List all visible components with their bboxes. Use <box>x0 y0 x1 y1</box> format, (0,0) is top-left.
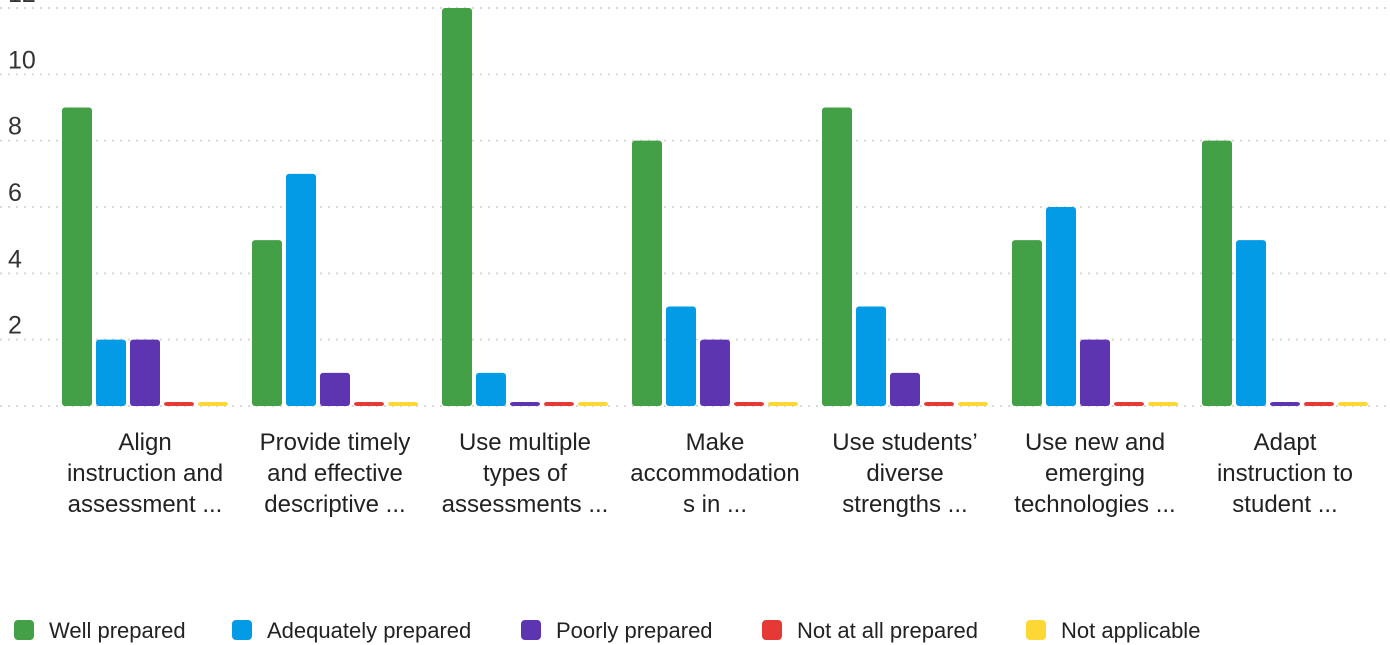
bar-well-prepared-3 <box>632 140 662 406</box>
bar-not-at-all-prepared-3 <box>734 402 764 406</box>
bar-poorly-prepared-5 <box>1080 339 1110 406</box>
bar-well-prepared-5 <box>1012 240 1042 406</box>
bar-poorly-prepared-4 <box>890 372 920 406</box>
bar-adequately-prepared-6 <box>1236 240 1266 406</box>
legend-label-not-applicable: Not applicable <box>1061 618 1200 643</box>
y-tick-label-2: 2 <box>8 312 22 340</box>
legend-item-not-at-all-prepared: Not at all prepared <box>762 618 978 643</box>
x-category-label-line: Use multiple <box>459 429 591 456</box>
bar-not-applicable-4 <box>958 402 988 406</box>
legend-swatch-adequately-prepared <box>232 620 252 640</box>
x-category-label-line: assessments ... <box>442 491 609 518</box>
y-tick-label-4: 4 <box>8 245 22 273</box>
bar-adequately-prepared-0 <box>96 339 126 406</box>
x-axis-labels: Align instruction and assessment ... Provid… <box>67 429 1353 518</box>
bar-not-applicable-6 <box>1338 402 1368 406</box>
legend-swatch-well-prepared <box>14 620 34 640</box>
x-category-label-line: strengths ... <box>842 491 967 518</box>
bar-poorly-prepared-3 <box>700 339 730 406</box>
bar-adequately-prepared-1 <box>286 173 316 406</box>
x-category-label-line: student ... <box>1232 491 1337 518</box>
y-tick-label-8: 8 <box>8 113 22 141</box>
x-category-label-line: Provide timely <box>260 429 411 456</box>
legend-item-poorly-prepared: Poorly prepared <box>521 618 713 643</box>
bar-not-applicable-0 <box>198 402 228 406</box>
legend: Well prepared Adequately prepared Poorly p… <box>14 618 1200 643</box>
bar-adequately-prepared-2 <box>476 372 506 406</box>
bar-poorly-prepared-0 <box>130 339 160 406</box>
x-category-label-line: Use new and <box>1025 429 1165 456</box>
legend-swatch-poorly-prepared <box>521 620 541 640</box>
bars <box>62 8 1368 406</box>
y-tick-label-12: 12 <box>8 0 36 8</box>
x-category-label-line: diverse <box>866 460 943 487</box>
y-tick-label-6: 6 <box>8 179 22 207</box>
bar-not-at-all-prepared-4 <box>924 402 954 406</box>
bar-not-applicable-5 <box>1148 402 1178 406</box>
x-category-label-6: Adapt instruction to student ... <box>1217 429 1353 518</box>
bar-not-at-all-prepared-0 <box>164 402 194 406</box>
x-category-label-1: Provide timely and effective descriptive .… <box>260 429 411 518</box>
legend-item-adequately-prepared: Adequately prepared <box>232 618 471 643</box>
x-category-label-line: types of <box>483 460 567 487</box>
x-category-label-line: descriptive ... <box>264 491 405 518</box>
x-category-label-line: Use students’ <box>832 429 977 456</box>
x-category-label-line: s in ... <box>683 491 747 518</box>
x-category-label-0: Align instruction and assessment ... <box>67 429 223 518</box>
bar-poorly-prepared-1 <box>320 372 350 406</box>
x-category-label-line: Make <box>686 429 745 456</box>
bar-not-at-all-prepared-6 <box>1304 402 1334 406</box>
bar-well-prepared-1 <box>252 240 282 406</box>
bar-adequately-prepared-4 <box>856 306 886 406</box>
bar-not-at-all-prepared-1 <box>354 402 384 406</box>
x-category-label-4: Use students’ diverse strengths ... <box>832 429 977 518</box>
bar-well-prepared-0 <box>62 107 92 406</box>
x-category-label-line: assessment ... <box>68 491 223 518</box>
x-category-label-line: accommodation <box>630 460 799 487</box>
bar-poorly-prepared-2 <box>510 402 540 406</box>
x-category-label-line: emerging <box>1045 460 1145 487</box>
bar-adequately-prepared-5 <box>1046 207 1076 406</box>
x-category-label-3: Make accommodation s in ... <box>630 429 799 518</box>
legend-item-not-applicable: Not applicable <box>1026 618 1200 643</box>
x-category-label-line: instruction to <box>1217 460 1353 487</box>
bar-not-applicable-2 <box>578 402 608 406</box>
x-category-label-line: and effective <box>267 460 403 487</box>
x-category-label-line: instruction and <box>67 460 223 487</box>
bar-not-at-all-prepared-2 <box>544 402 574 406</box>
x-category-label-line: Adapt <box>1254 429 1317 456</box>
x-category-label-line: technologies ... <box>1014 491 1175 518</box>
legend-label-poorly-prepared: Poorly prepared <box>556 618 713 643</box>
bar-poorly-prepared-6 <box>1270 402 1300 406</box>
y-axis-ticks: 2 4 6 8 10 12 <box>8 0 36 340</box>
legend-label-not-at-all-prepared: Not at all prepared <box>797 618 978 643</box>
legend-swatch-not-applicable <box>1026 620 1046 640</box>
legend-label-well-prepared: Well prepared <box>49 618 186 643</box>
legend-item-well-prepared: Well prepared <box>14 618 186 643</box>
bar-not-at-all-prepared-5 <box>1114 402 1144 406</box>
bar-not-applicable-1 <box>388 402 418 406</box>
x-category-label-5: Use new and emerging technologies ... <box>1014 429 1175 518</box>
y-tick-label-10: 10 <box>8 46 36 74</box>
x-category-label-line: Align <box>118 429 171 456</box>
legend-label-adequately-prepared: Adequately prepared <box>267 618 471 643</box>
bar-well-prepared-6 <box>1202 140 1232 406</box>
legend-swatch-not-at-all-prepared <box>762 620 782 640</box>
bar-well-prepared-2 <box>442 8 472 406</box>
bar-well-prepared-4 <box>822 107 852 406</box>
x-category-label-2: Use multiple types of assessments ... <box>442 429 609 518</box>
bar-not-applicable-3 <box>768 402 798 406</box>
bar-adequately-prepared-3 <box>666 306 696 406</box>
